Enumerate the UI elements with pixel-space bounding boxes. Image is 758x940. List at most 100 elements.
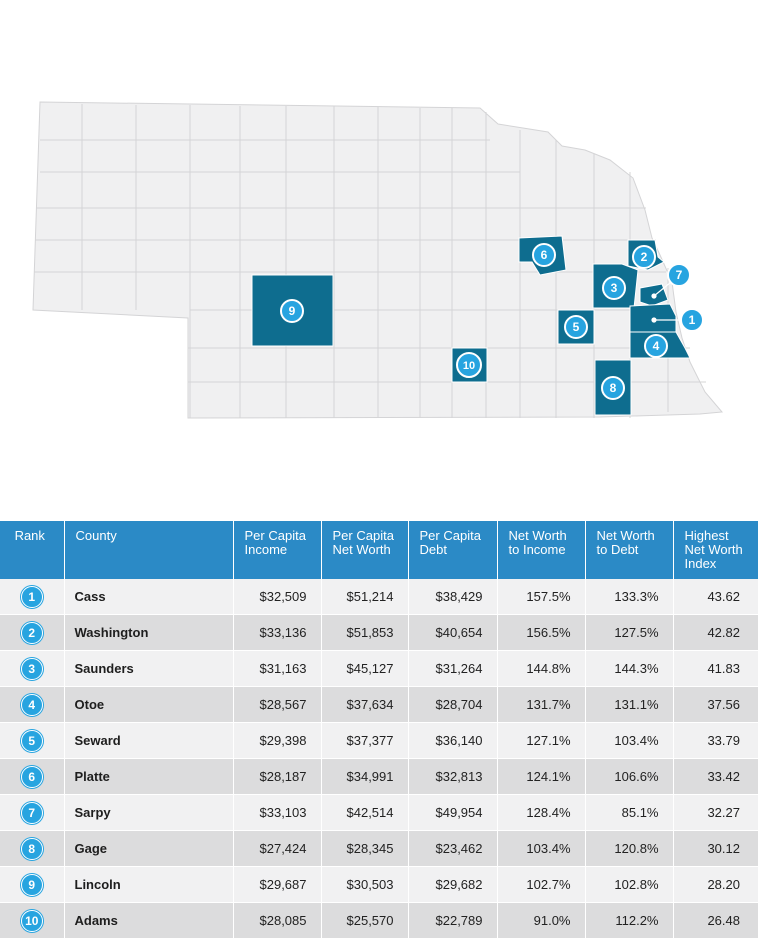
header-net-worth: Per Capita Net Worth: [321, 521, 409, 579]
table-row: 1 Cass $32,509 $51,214 $38,429 157.5% 133.3% 43…: [0, 579, 758, 615]
income-value: $29,687: [233, 866, 322, 903]
net-worth-value: $30,503: [321, 866, 409, 903]
header-county: County: [64, 521, 234, 579]
svg-text:4: 4: [653, 339, 660, 353]
county-name: Seward: [64, 722, 234, 759]
rank-cell: 8: [0, 830, 65, 867]
rank-badge: 6: [20, 765, 43, 788]
rank-badge: 1: [20, 585, 43, 608]
svg-text:8: 8: [610, 381, 617, 395]
net-worth-value: $28,345: [321, 830, 409, 867]
marker-6: 6: [532, 243, 556, 267]
income-value: $32,509: [233, 579, 322, 615]
debt-value: $29,682: [408, 866, 498, 903]
nw-to-debt-value: 103.4%: [585, 722, 674, 759]
table-row: 3 Saunders $31,163 $45,127 $31,264 144.8% 144.…: [0, 650, 758, 687]
rank-cell: 7: [0, 794, 65, 831]
index-value: 43.62: [673, 579, 758, 615]
marker-9: 9: [280, 299, 304, 323]
county-name: Adams: [64, 902, 234, 939]
nw-to-income-value: 128.4%: [497, 794, 586, 831]
marker-4: 4: [644, 334, 668, 358]
index-value: 41.83: [673, 650, 758, 687]
header-income: Per Capita Income: [233, 521, 322, 579]
svg-text:3: 3: [611, 281, 618, 295]
county-name: Platte: [64, 758, 234, 795]
county-name: Sarpy: [64, 794, 234, 831]
svg-text:10: 10: [463, 360, 475, 372]
table-header-row: Rank County Per Capita Income Per Capita N…: [0, 521, 758, 579]
index-value: 26.48: [673, 902, 758, 939]
debt-value: $32,813: [408, 758, 498, 795]
county-name: Gage: [64, 830, 234, 867]
rank-cell: 1: [0, 579, 65, 615]
nw-to-debt-value: 106.6%: [585, 758, 674, 795]
marker-1: 1: [680, 308, 704, 332]
index-value: 28.20: [673, 866, 758, 903]
marker-10: 10: [456, 352, 482, 378]
table-row: 4 Otoe $28,567 $37,634 $28,704 131.7% 131.1% 37…: [0, 686, 758, 723]
nw-to-income-value: 124.1%: [497, 758, 586, 795]
debt-value: $40,654: [408, 614, 498, 651]
income-value: $28,187: [233, 758, 322, 795]
net-worth-value: $42,514: [321, 794, 409, 831]
debt-value: $28,704: [408, 686, 498, 723]
nw-to-debt-value: 112.2%: [585, 902, 674, 939]
index-value: 30.12: [673, 830, 758, 867]
debt-value: $22,789: [408, 902, 498, 939]
svg-text:6: 6: [541, 248, 548, 262]
nw-to-income-value: 127.1%: [497, 722, 586, 759]
nw-to-income-value: 157.5%: [497, 579, 586, 615]
rank-cell: 4: [0, 686, 65, 723]
table-row: 6 Platte $28,187 $34,991 $32,813 124.1% 106.6%…: [0, 758, 758, 795]
net-worth-value: $37,634: [321, 686, 409, 723]
nw-to-income-value: 144.8%: [497, 650, 586, 687]
marker-8: 8: [601, 376, 625, 400]
net-worth-value: $45,127: [321, 650, 409, 687]
nw-to-income-value: 131.7%: [497, 686, 586, 723]
svg-text:2: 2: [641, 250, 648, 264]
income-value: $27,424: [233, 830, 322, 867]
county-name: Washington: [64, 614, 234, 651]
header-debt: Per Capita Debt: [408, 521, 498, 579]
rankings-table-container: Rank County Per Capita Income Per Capita N…: [0, 521, 758, 939]
rank-cell: 5: [0, 722, 65, 759]
table-body: 1 Cass $32,509 $51,214 $38,429 157.5% 133.3% 43…: [0, 579, 758, 939]
income-value: $28,567: [233, 686, 322, 723]
nw-to-income-value: 156.5%: [497, 614, 586, 651]
county-name: Cass: [64, 579, 234, 615]
nebraska-county-map: 1 2 3 4 5 6 7 8 9 10: [32, 101, 724, 419]
header-index: Highest Net Worth Index: [673, 521, 758, 579]
net-worth-value: $34,991: [321, 758, 409, 795]
debt-value: $38,429: [408, 579, 498, 615]
nw-to-debt-value: 85.1%: [585, 794, 674, 831]
svg-text:1: 1: [689, 313, 696, 327]
nw-to-debt-value: 133.3%: [585, 579, 674, 615]
table-row: 2 Washington $33,136 $51,853 $40,654 156.5% 12…: [0, 614, 758, 651]
nw-to-income-value: 103.4%: [497, 830, 586, 867]
marker-2: 2: [632, 245, 656, 269]
table-row: 10 Adams $28,085 $25,570 $22,789 91.0% 112.2% 2…: [0, 902, 758, 939]
income-value: $33,103: [233, 794, 322, 831]
rank-badge: 3: [20, 657, 43, 680]
rank-cell: 3: [0, 650, 65, 687]
index-value: 33.42: [673, 758, 758, 795]
income-value: $29,398: [233, 722, 322, 759]
rankings-table: Rank County Per Capita Income Per Capita N…: [0, 521, 758, 939]
rank-badge: 8: [20, 837, 43, 860]
nw-to-debt-value: 144.3%: [585, 650, 674, 687]
header-rank: Rank: [0, 521, 65, 579]
svg-text:7: 7: [676, 268, 683, 282]
income-value: $33,136: [233, 614, 322, 651]
rank-cell: 2: [0, 614, 65, 651]
nw-to-debt-value: 131.1%: [585, 686, 674, 723]
rank-badge: 4: [20, 693, 43, 716]
marker-7: 7: [667, 263, 691, 287]
income-value: $28,085: [233, 902, 322, 939]
header-nw-to-debt: Net Worth to Debt: [585, 521, 674, 579]
nw-to-income-value: 102.7%: [497, 866, 586, 903]
debt-value: $49,954: [408, 794, 498, 831]
rank-cell: 10: [0, 902, 65, 939]
debt-value: $23,462: [408, 830, 498, 867]
map-svg: 1 2 3 4 5 6 7 8 9 10: [32, 101, 724, 419]
